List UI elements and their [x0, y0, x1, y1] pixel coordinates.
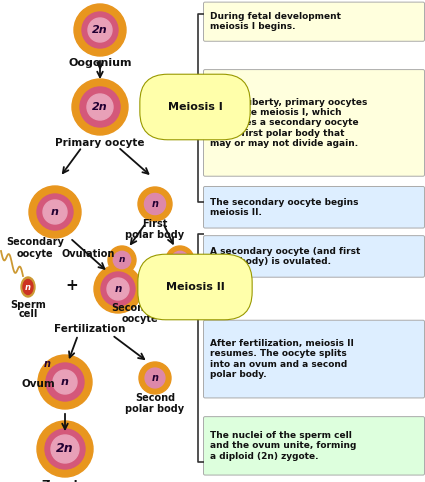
Text: n: n	[114, 284, 122, 294]
Text: Oogonium: Oogonium	[68, 58, 132, 68]
Circle shape	[51, 435, 79, 463]
Text: Meiosis I: Meiosis I	[167, 102, 222, 112]
Text: 2n: 2n	[92, 102, 108, 112]
Circle shape	[171, 251, 189, 268]
Circle shape	[107, 278, 129, 300]
Circle shape	[145, 368, 165, 388]
Text: The nuclei of the sperm cell
and the ovum unite, forming
a diploid (2n) zygote.: The nuclei of the sperm cell and the ovu…	[210, 431, 357, 461]
Text: oocyte: oocyte	[122, 314, 158, 324]
Text: Zygote: Zygote	[42, 480, 88, 482]
Text: n: n	[51, 207, 59, 217]
Text: oocyte: oocyte	[17, 249, 53, 259]
Text: cell: cell	[18, 309, 38, 319]
Ellipse shape	[23, 280, 33, 295]
Text: Ovulation: Ovulation	[62, 249, 115, 259]
Circle shape	[80, 87, 120, 127]
FancyBboxPatch shape	[204, 2, 425, 41]
Text: Primary oocyte: Primary oocyte	[55, 138, 145, 148]
Circle shape	[29, 186, 81, 238]
Text: Fertilization: Fertilization	[54, 324, 126, 334]
Circle shape	[45, 429, 85, 469]
Text: Meiosis II: Meiosis II	[166, 282, 224, 292]
Circle shape	[46, 363, 84, 401]
Text: Ovum: Ovum	[21, 379, 55, 389]
Text: The secondary oocyte begins
meiosis II.: The secondary oocyte begins meiosis II.	[210, 198, 359, 217]
Circle shape	[37, 421, 93, 477]
Circle shape	[144, 193, 166, 214]
FancyBboxPatch shape	[204, 320, 425, 398]
Circle shape	[53, 370, 77, 394]
Text: n: n	[119, 255, 125, 265]
Circle shape	[94, 265, 142, 313]
Text: 2n: 2n	[92, 25, 108, 35]
Text: 2n: 2n	[56, 442, 74, 455]
Circle shape	[88, 18, 112, 42]
FancyBboxPatch shape	[204, 69, 425, 176]
Circle shape	[82, 12, 118, 48]
Text: Sperm: Sperm	[10, 300, 46, 310]
Circle shape	[38, 355, 92, 409]
Circle shape	[101, 272, 135, 306]
Circle shape	[43, 200, 67, 224]
Text: n: n	[177, 255, 183, 265]
Text: polar body: polar body	[125, 230, 184, 240]
Text: A secondary oocyte (and first
polar body) is ovulated.: A secondary oocyte (and first polar body…	[210, 247, 360, 266]
Circle shape	[74, 4, 126, 56]
Text: Second: Second	[135, 393, 175, 403]
Text: After fertilization, meiosis II
resumes. The oocyte splits
into an ovum and a se: After fertilization, meiosis II resumes.…	[210, 339, 354, 379]
Circle shape	[113, 251, 130, 268]
Text: Secondary: Secondary	[111, 303, 169, 313]
FancyBboxPatch shape	[204, 236, 425, 277]
Text: polar body: polar body	[125, 404, 184, 414]
Circle shape	[108, 246, 136, 274]
Circle shape	[138, 187, 172, 221]
Text: n: n	[43, 359, 51, 369]
Text: n: n	[151, 199, 159, 209]
Text: First: First	[142, 219, 168, 229]
FancyBboxPatch shape	[204, 187, 425, 228]
Text: +: +	[65, 279, 78, 294]
Circle shape	[166, 246, 194, 274]
Circle shape	[72, 79, 128, 135]
FancyBboxPatch shape	[204, 416, 425, 475]
Circle shape	[139, 362, 171, 394]
Text: n: n	[151, 373, 159, 383]
Text: n: n	[61, 377, 69, 387]
Circle shape	[87, 94, 113, 120]
Text: During fetal development
meiosis I begins.: During fetal development meiosis I begin…	[210, 12, 341, 31]
Ellipse shape	[21, 277, 35, 297]
Circle shape	[37, 194, 73, 230]
Text: n: n	[25, 282, 31, 292]
Text: Secondary: Secondary	[6, 237, 64, 247]
Text: After puberty, primary oocytes
complete meiosis I, which
produces a secondary oo: After puberty, primary oocytes complete …	[210, 98, 367, 148]
